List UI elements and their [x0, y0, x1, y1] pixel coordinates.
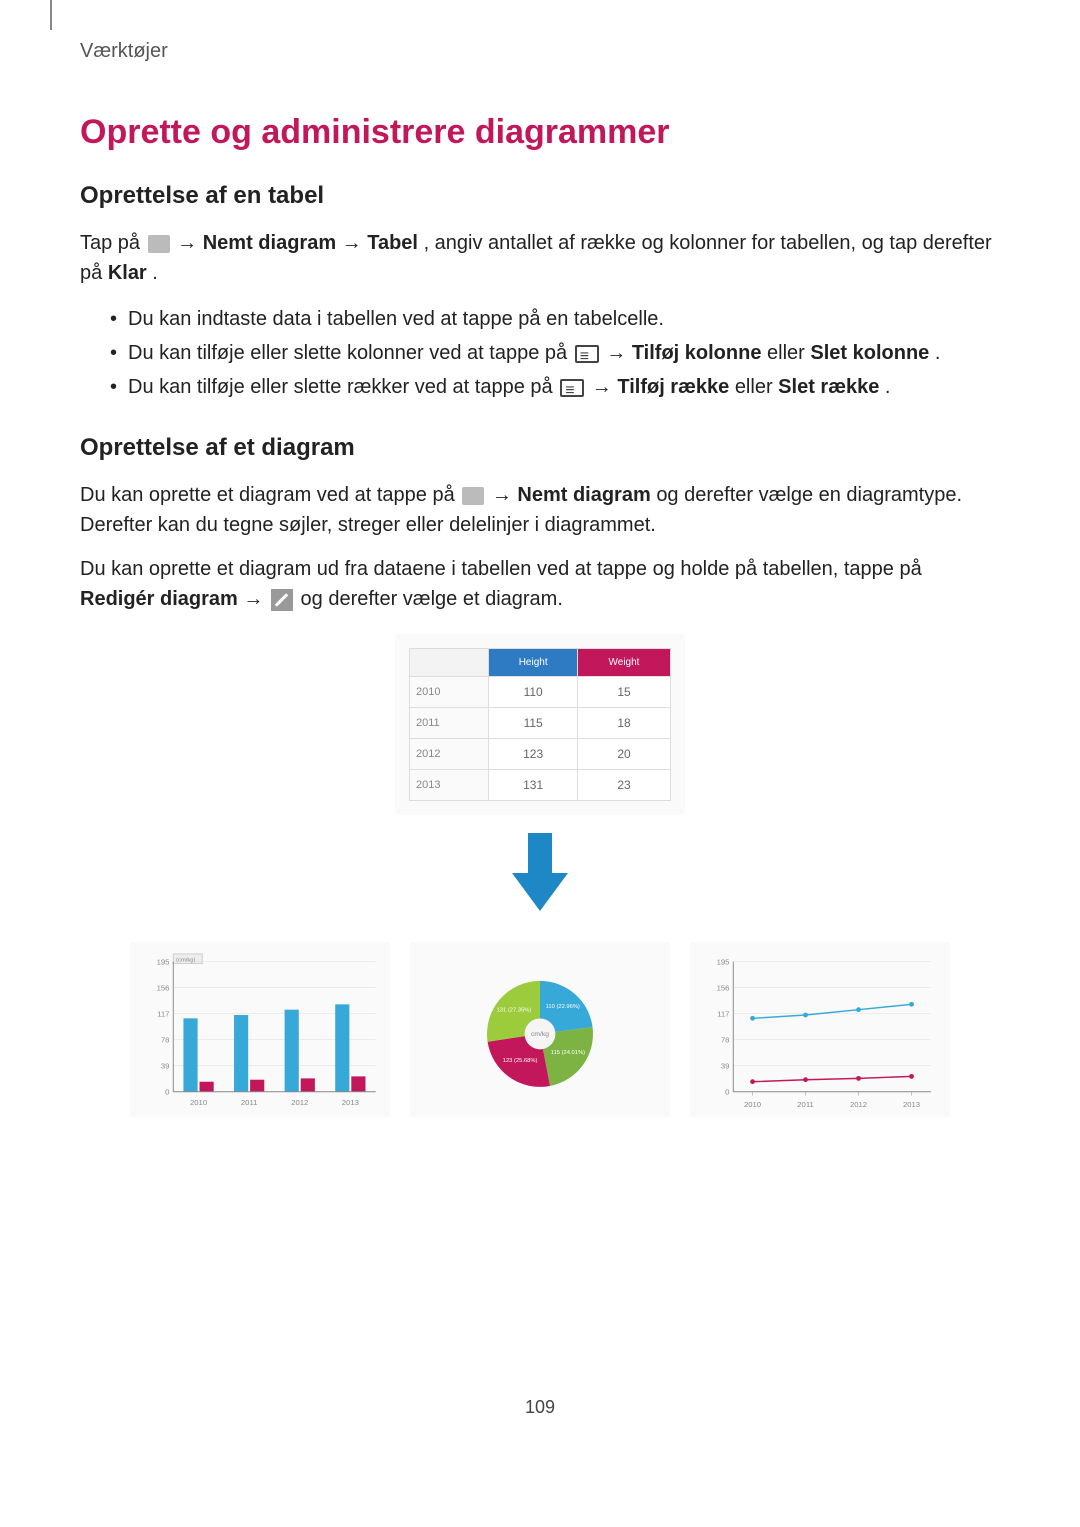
table-cell: 15	[577, 677, 670, 708]
text: Tilføj kolonne	[632, 342, 762, 364]
table-cell: 115	[489, 708, 578, 739]
svg-text:131 (27.35%): 131 (27.35%)	[497, 1007, 532, 1013]
bar-chart: (cm/kg) 195 156 117 78 39 0 2010 2011 2012 2013	[130, 942, 390, 1117]
text: eller	[767, 342, 810, 364]
menu-icon	[575, 345, 599, 363]
paragraph: Tap på → Nemt diagram → Tabel , angiv an…	[80, 228, 1000, 288]
svg-text:115 (24.01%): 115 (24.01%)	[551, 1050, 585, 1056]
svg-text:39: 39	[721, 1062, 730, 1071]
line-chart: 195 156 117 78 39 0 2010 2011 2012 2013	[690, 942, 950, 1117]
text: .	[885, 376, 891, 398]
svg-text:123 (25.68%): 123 (25.68%)	[503, 1058, 538, 1064]
section-label: Værktøjer	[80, 40, 1000, 63]
text: →	[592, 376, 618, 398]
text: →	[492, 484, 518, 506]
text: Klar	[108, 262, 147, 284]
svg-text:2010: 2010	[190, 1098, 207, 1107]
page-number: 109	[80, 1397, 1000, 1418]
text: →	[243, 588, 269, 610]
table-cell: 18	[577, 708, 670, 739]
svg-text:2010: 2010	[744, 1100, 761, 1109]
bullet-list: Du kan indtaste data i tabellen ved at t…	[80, 302, 1000, 404]
svg-text:117: 117	[157, 1010, 169, 1019]
text: Du kan tilføje eller slette kolonner ved…	[128, 342, 573, 364]
data-table: Height Weight 2010 110 152011 115 182012…	[409, 648, 671, 801]
text: Tabel	[367, 232, 418, 254]
edit-icon	[271, 589, 293, 611]
table-cell: 110	[489, 677, 578, 708]
table-cell: 131	[489, 770, 578, 801]
svg-text:2012: 2012	[291, 1098, 308, 1107]
text: eller	[735, 376, 778, 398]
insert-icon	[462, 487, 484, 505]
subheading-chart: Oprettelse af et diagram	[80, 434, 1000, 462]
text: .	[935, 342, 941, 364]
svg-text:78: 78	[161, 1036, 170, 1045]
svg-text:0: 0	[725, 1088, 729, 1097]
text: Nemt diagram	[203, 232, 336, 254]
page-title: Oprette og administrere diagrammer	[80, 113, 1000, 152]
text: →	[342, 232, 368, 254]
paragraph: Du kan oprette et diagram ved at tappe p…	[80, 480, 1000, 540]
text: Tap på	[80, 232, 146, 254]
insert-icon	[148, 235, 170, 253]
svg-text:2013: 2013	[342, 1098, 359, 1107]
table-row: 2013 131 23	[410, 770, 671, 801]
text: →	[606, 342, 632, 364]
text: .	[152, 262, 158, 284]
svg-text:39: 39	[161, 1062, 170, 1071]
text: Slet kolonne	[810, 342, 929, 364]
text: Tilføj række	[617, 376, 729, 398]
svg-text:2011: 2011	[241, 1098, 258, 1107]
svg-text:2013: 2013	[903, 1100, 920, 1109]
table-row: 2010 110 15	[410, 677, 671, 708]
table-cell: 20	[577, 739, 670, 770]
svg-text:78: 78	[721, 1036, 730, 1045]
text: Nemt diagram	[517, 484, 650, 506]
svg-text:2012: 2012	[850, 1100, 867, 1109]
text: Du kan oprette et diagram ud fra dataene…	[80, 558, 922, 580]
svg-text:156: 156	[157, 984, 170, 993]
svg-text:(cm/kg): (cm/kg)	[176, 958, 195, 964]
text: →	[177, 232, 203, 254]
table-header-blank	[410, 649, 489, 677]
text: Redigér diagram	[80, 588, 238, 610]
list-item: Du kan indtaste data i tabellen ved at t…	[110, 302, 1000, 336]
svg-text:156: 156	[717, 984, 730, 993]
svg-text:0: 0	[165, 1088, 169, 1097]
arrow-icon	[510, 833, 570, 913]
table-cell: 123	[489, 739, 578, 770]
arrow-down	[80, 833, 1000, 918]
table-cell: 2011	[410, 708, 489, 739]
table-row: 2011 115 18	[410, 708, 671, 739]
svg-text:110 (22.96%): 110 (22.96%)	[546, 1004, 580, 1010]
data-table-figure: Height Weight 2010 110 152011 115 182012…	[395, 634, 685, 815]
list-item: Du kan tilføje eller slette rækker ved a…	[110, 370, 1000, 404]
text: Slet række	[778, 376, 879, 398]
svg-text:195: 195	[157, 958, 170, 967]
table-header: Height	[489, 649, 578, 677]
table-cell: 2012	[410, 739, 489, 770]
svg-text:cm/kg: cm/kg	[531, 1031, 549, 1038]
text: Du kan oprette et diagram ved at tappe p…	[80, 484, 460, 506]
table-cell: 2013	[410, 770, 489, 801]
subheading-table: Oprettelse af en tabel	[80, 182, 1000, 210]
text: og derefter vælge et diagram.	[301, 588, 563, 610]
table-row: 2012 123 20	[410, 739, 671, 770]
list-item: Du kan tilføje eller slette kolonner ved…	[110, 336, 1000, 370]
paragraph: Du kan oprette et diagram ud fra dataene…	[80, 554, 1000, 614]
svg-text:195: 195	[717, 958, 730, 967]
side-rule	[50, 0, 52, 30]
text: Du kan tilføje eller slette rækker ved a…	[128, 376, 558, 398]
table-header: Weight	[577, 649, 670, 677]
charts-row: (cm/kg) 195 156 117 78 39 0 2010 2011 2012 2013 11…	[80, 942, 1000, 1117]
pie-chart: 110 (22.96%) 115 (24.01%) 123 (25.68%) 131 …	[410, 942, 670, 1117]
svg-text:2011: 2011	[797, 1100, 814, 1109]
svg-text:117: 117	[717, 1010, 729, 1019]
table-cell: 2010	[410, 677, 489, 708]
table-cell: 23	[577, 770, 670, 801]
menu-icon	[560, 379, 584, 397]
